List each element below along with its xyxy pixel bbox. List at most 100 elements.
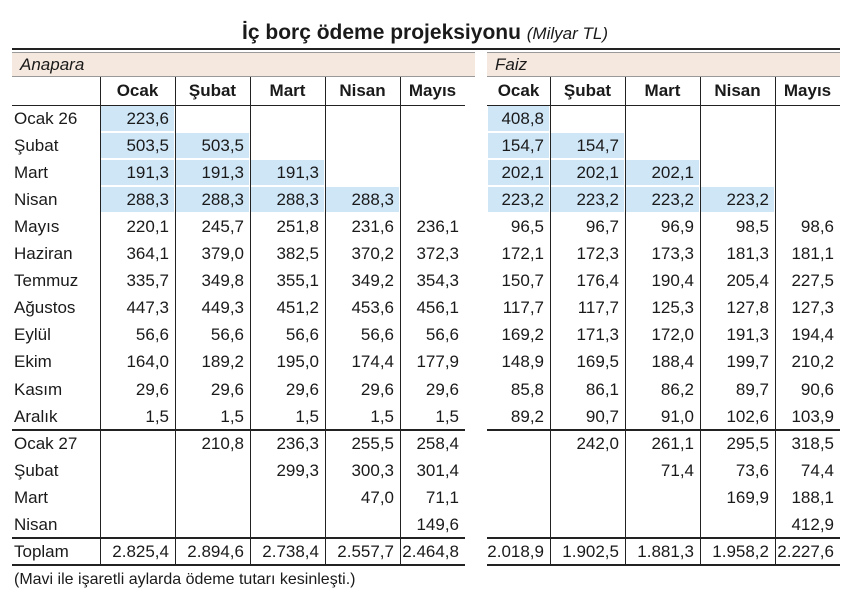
- highlight: [101, 160, 174, 186]
- cell: 299,3: [276, 460, 319, 480]
- cell: 202,1: [501, 163, 544, 183]
- cell: 205,4: [726, 271, 769, 291]
- cell: 223,2: [726, 190, 769, 210]
- cell: 288,3: [351, 190, 394, 210]
- cell: 71,4: [660, 460, 694, 480]
- highlight: [251, 187, 324, 213]
- col-line: [325, 77, 326, 565]
- highlight: [626, 187, 699, 213]
- row-line: [12, 564, 465, 566]
- cell: 29,6: [285, 379, 319, 399]
- unit: (Milyar TL): [526, 24, 608, 43]
- cell: 236,3: [276, 433, 319, 453]
- cell: 447,3: [126, 298, 169, 318]
- cell: 150,7: [501, 271, 544, 291]
- cell: 202,1: [576, 163, 619, 183]
- cell: 1.958,2: [712, 541, 769, 561]
- cell: 169,9: [726, 487, 769, 507]
- highlight: [251, 160, 324, 186]
- cell: 372,3: [416, 244, 459, 264]
- cell: 73,6: [735, 460, 769, 480]
- cell: 56,6: [425, 325, 459, 345]
- row-label: Toplam: [14, 541, 69, 561]
- cell: 202,1: [651, 163, 694, 183]
- cell: 295,5: [726, 433, 769, 453]
- column-header: Şubat: [188, 81, 237, 100]
- cell: 90,7: [585, 406, 619, 426]
- cell: 29,6: [135, 379, 169, 399]
- cell: 370,2: [351, 244, 394, 264]
- cell: 91,0: [660, 406, 694, 426]
- row-label: Nisan: [14, 190, 58, 210]
- row-label: Aralık: [14, 406, 58, 426]
- cell: 210,2: [791, 352, 834, 372]
- cell: 56,6: [135, 325, 169, 345]
- cell: 245,7: [201, 217, 244, 237]
- row-line: [487, 537, 840, 539]
- cell: 172,0: [651, 325, 694, 345]
- cell: 288,3: [201, 190, 244, 210]
- cell: 102,6: [726, 406, 769, 426]
- cell: 117,7: [577, 298, 619, 318]
- cell: 171,3: [576, 325, 619, 345]
- col-line: [625, 77, 626, 565]
- cell: 190,4: [651, 271, 694, 291]
- cell: 89,7: [735, 379, 769, 399]
- cell: 258,4: [416, 433, 459, 453]
- cell: 188,1: [791, 487, 834, 507]
- cell: 354,3: [416, 271, 459, 291]
- row-label: Ağustos: [14, 298, 76, 318]
- highlight: [101, 133, 174, 159]
- cell: 1.881,3: [637, 541, 694, 561]
- row-label: Haziran: [14, 244, 73, 264]
- cell: 227,5: [791, 271, 834, 291]
- cell: 172,3: [576, 244, 619, 264]
- highlight: [488, 187, 549, 213]
- column-header: Nisan: [339, 81, 386, 100]
- cell: 86,2: [660, 379, 694, 399]
- cell: 169,2: [501, 325, 544, 345]
- cell: 2.557,7: [337, 541, 394, 561]
- cell: 242,0: [576, 433, 619, 453]
- highlight: [176, 160, 249, 186]
- cell: 164,0: [126, 352, 169, 372]
- cell: 127,8: [726, 298, 769, 318]
- cell: 149,6: [416, 514, 459, 534]
- cell: 194,4: [791, 325, 834, 345]
- row-label: Şubat: [14, 460, 59, 480]
- highlight: [551, 187, 624, 213]
- cell: 154,7: [576, 136, 619, 156]
- cell: 1.902,5: [562, 541, 619, 561]
- cell: 364,1: [126, 244, 169, 264]
- cell: 189,2: [201, 352, 244, 372]
- column-header: Mayıs: [783, 81, 832, 100]
- highlight: [701, 187, 774, 213]
- row-label: Kasım: [14, 379, 63, 399]
- cell: 191,3: [726, 325, 769, 345]
- cell: 349,2: [351, 271, 394, 291]
- cell: 223,2: [651, 190, 694, 210]
- cell: 503,5: [126, 136, 169, 156]
- row-line: [12, 104, 465, 106]
- cell: 412,9: [791, 514, 834, 534]
- cell: 318,5: [791, 433, 834, 453]
- cell: 349,8: [201, 271, 244, 291]
- column-header: Mayıs: [408, 81, 457, 100]
- cell: 288,3: [276, 190, 319, 210]
- row-label: Temmuz: [14, 271, 79, 291]
- cell: 220,1: [126, 217, 169, 237]
- row-line: [487, 564, 840, 566]
- cell: 379,0: [201, 244, 244, 264]
- highlight: [488, 133, 549, 159]
- column-header: Ocak: [116, 81, 159, 100]
- highlight: [176, 187, 249, 213]
- cell: 261,1: [651, 433, 694, 453]
- col-line: [550, 77, 551, 565]
- cell: 2.464,8: [402, 541, 459, 561]
- row-label: Eylül: [14, 325, 51, 345]
- cell: 210,8: [201, 433, 244, 453]
- cell: 173,3: [651, 244, 694, 264]
- cell: 2.227,6: [777, 541, 834, 561]
- row-label: Ekim: [14, 352, 52, 372]
